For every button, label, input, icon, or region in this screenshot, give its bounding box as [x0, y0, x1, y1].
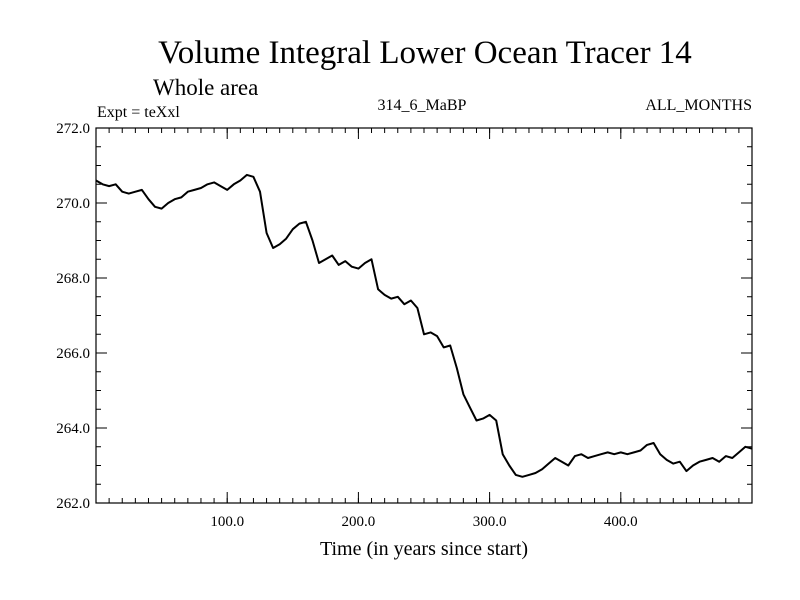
y-tick-label: 262.0 — [56, 496, 90, 512]
y-tick-label: 264.0 — [56, 421, 90, 437]
y-tick-label: 268.0 — [56, 271, 90, 287]
axis-tick-labels: 100.0 200.0 300.0 400.0 262.0 264.0 266.0 268.0… — [56, 121, 637, 530]
plot-frame — [95, 127, 753, 504]
y-tick-label: 266.0 — [56, 346, 90, 362]
x-axis-label: Time (in years since start) — [320, 538, 528, 560]
experiment-label: Expt = teXxl — [97, 104, 180, 121]
y-tick-label: 270.0 — [56, 196, 90, 212]
chart-subtitle: Whole area — [153, 75, 258, 100]
series-line — [95, 173, 753, 478]
chart-title: Volume Integral Lower Ocean Tracer 14 — [158, 35, 692, 71]
y-tick-label: 272.0 — [56, 121, 90, 137]
months-label: ALL_MONTHS — [645, 97, 752, 114]
axis-ticks — [96, 127, 752, 504]
x-tick-label: 400.0 — [604, 514, 638, 530]
x-tick-label: 200.0 — [342, 514, 376, 530]
x-tick-label: 300.0 — [473, 514, 507, 530]
period-label: 314_6_MaBP — [378, 97, 467, 114]
x-tick-label: 100.0 — [210, 514, 244, 530]
